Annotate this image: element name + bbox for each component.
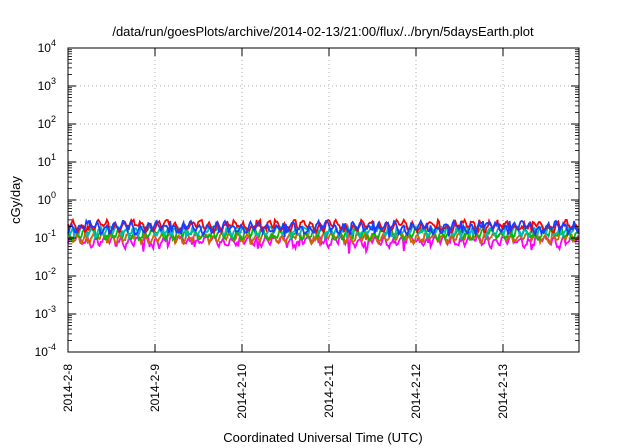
ticks <box>67 47 579 353</box>
x-tick-label: 2014-2-12 <box>409 364 423 419</box>
series-lines <box>67 217 580 255</box>
y-tick-label: 104 <box>38 38 56 55</box>
x-tick-label: 2014-2-8 <box>61 364 75 412</box>
x-tick-label: 2014-2-13 <box>496 364 510 419</box>
y-tick-label: 100 <box>38 190 56 207</box>
y-tick-label: 10-2 <box>35 266 56 283</box>
y-tick-labels: 10-4 10-3 10-2 10-1 100 101 102 103 104 <box>35 38 56 359</box>
x-axis-label: Coordinated Universal Time (UTC) <box>223 430 422 445</box>
chart-title: /data/run/goesPlots/archive/2014-02-13/2… <box>112 24 534 39</box>
y-tick-label: 103 <box>38 76 56 93</box>
series-line <box>67 233 579 255</box>
y-tick-label: 101 <box>38 152 56 169</box>
y-axis-label: cGy/day <box>8 176 23 224</box>
y-tick-label: 10-4 <box>35 342 56 359</box>
x-tick-label: 2014-2-11 <box>322 364 336 418</box>
series-line <box>67 218 580 238</box>
x-tick-labels: 2014-2-8 2014-2-9 2014-2-10 2014-2-11 2014-2… <box>61 364 510 419</box>
grid <box>68 48 579 352</box>
x-tick-label: 2014-2-9 <box>148 364 162 412</box>
x-tick-label: 2014-2-10 <box>235 364 249 419</box>
y-tick-label: 10-3 <box>35 304 56 321</box>
y-tick-label: 102 <box>38 114 56 131</box>
y-tick-label: 10-1 <box>35 228 56 245</box>
